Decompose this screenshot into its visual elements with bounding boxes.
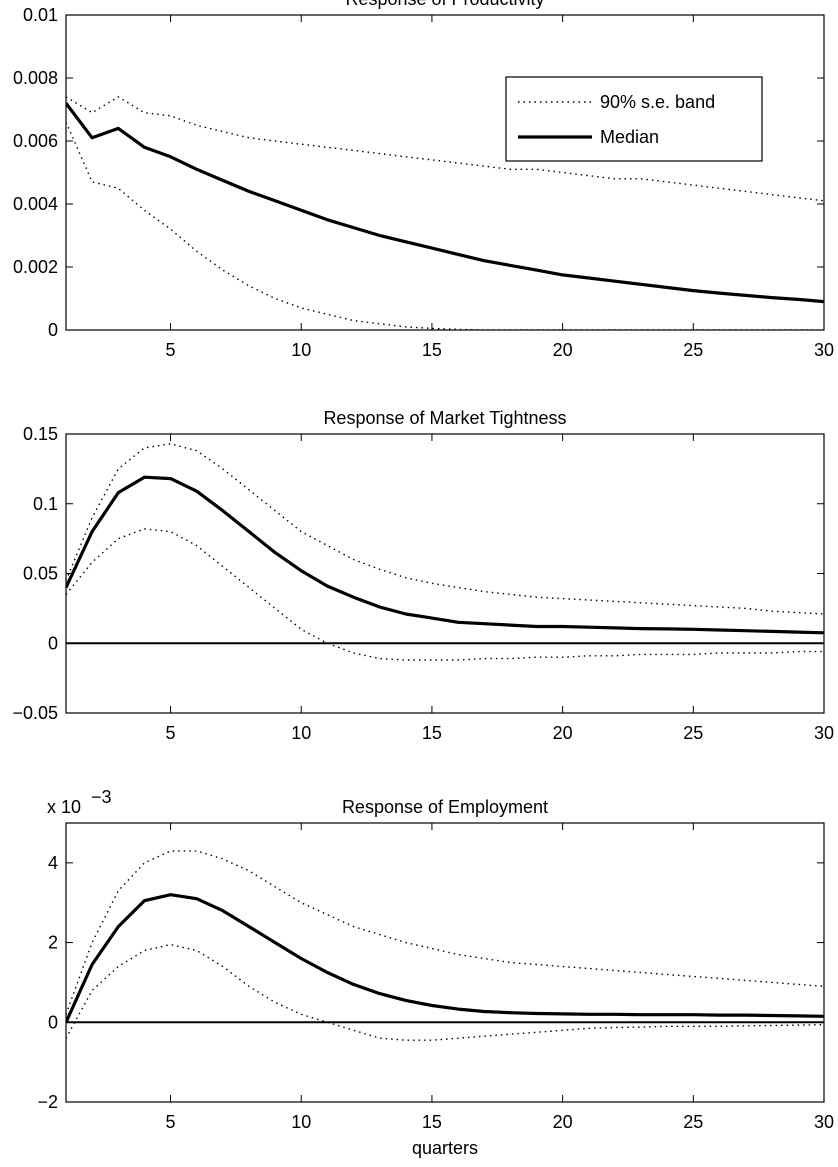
band-lower-line bbox=[66, 121, 824, 330]
x-tick-label: 15 bbox=[422, 723, 442, 743]
axes-box bbox=[65, 822, 825, 1103]
x-tick-label: 10 bbox=[291, 340, 311, 360]
x-tick-label: 25 bbox=[683, 723, 703, 743]
x-tick-label: 30 bbox=[814, 340, 834, 360]
y-tick-label: 0.002 bbox=[13, 257, 58, 277]
y-tick-label: −0.05 bbox=[12, 703, 58, 723]
median-line bbox=[66, 475, 824, 635]
band-lower-line bbox=[66, 943, 824, 1041]
x-tick-label: 5 bbox=[166, 1112, 176, 1132]
legend: 90% s.e. band Median bbox=[505, 76, 763, 162]
y-exponent-label: x 10 bbox=[47, 797, 81, 817]
series-group bbox=[66, 850, 824, 1041]
y-exponent-power: −3 bbox=[91, 787, 112, 807]
y-tick-label: 0.05 bbox=[23, 564, 58, 584]
x-tick-label: 25 bbox=[683, 340, 703, 360]
x-axis-label: quarters bbox=[412, 1138, 478, 1158]
y-tick-label: 4 bbox=[48, 853, 58, 873]
x-tick-label: 20 bbox=[553, 1112, 573, 1132]
y-tick-label: 0.1 bbox=[33, 494, 58, 514]
y-tick-label: −2 bbox=[37, 1092, 58, 1112]
median-line bbox=[66, 102, 824, 304]
x-tick-label: 5 bbox=[166, 340, 176, 360]
chart-title: Response of Employment bbox=[342, 797, 548, 817]
y-tick-label: 2 bbox=[48, 933, 58, 953]
chart-title: Response of Productivity bbox=[345, 0, 544, 9]
band-upper-line bbox=[66, 443, 824, 615]
y-tick-label: 0.006 bbox=[13, 131, 58, 151]
x-tick-label: 20 bbox=[553, 723, 573, 743]
x-tick-label: 30 bbox=[814, 723, 834, 743]
axes-box bbox=[65, 14, 825, 331]
x-tick-label: 10 bbox=[291, 723, 311, 743]
y-tick-label: 0 bbox=[48, 320, 58, 340]
series-group bbox=[66, 443, 824, 661]
x-tick-label: 25 bbox=[683, 1112, 703, 1132]
y-tick-label: 0.004 bbox=[13, 194, 58, 214]
band-upper-line bbox=[66, 850, 824, 1015]
x-tick-label: 15 bbox=[422, 1112, 442, 1132]
y-tick-label: 0 bbox=[48, 633, 58, 653]
y-tick-label: 0.15 bbox=[23, 424, 58, 444]
median-line bbox=[66, 893, 824, 1023]
band-upper-line bbox=[66, 96, 824, 202]
axes-box bbox=[65, 433, 825, 714]
x-tick-label: 30 bbox=[814, 1112, 834, 1132]
x-tick-label: 20 bbox=[553, 340, 573, 360]
legend-label-band: 90% s.e. band bbox=[600, 92, 715, 112]
legend-label-median: Median bbox=[600, 127, 659, 147]
series-group bbox=[66, 96, 824, 330]
y-tick-label: 0.008 bbox=[13, 68, 58, 88]
y-tick-label: 0.01 bbox=[23, 5, 58, 25]
y-tick-label: 0 bbox=[48, 1012, 58, 1032]
chart-title: Response of Market Tightness bbox=[323, 408, 566, 428]
legend-box bbox=[505, 76, 763, 162]
panel-1: Response of Productivity 5 10 15 20 25 30 0 0.00… bbox=[13, 0, 834, 360]
x-tick-label: 5 bbox=[166, 723, 176, 743]
x-tick-label: 10 bbox=[291, 1112, 311, 1132]
band-lower-line bbox=[66, 528, 824, 661]
panel-2: Response of Market Tightness 5 10 15 20 25 30 −… bbox=[12, 408, 834, 743]
x-tick-label: 15 bbox=[422, 340, 442, 360]
panel-3: Response of Employment 5 10 15 20 25 30 −2 0 2 4 x … bbox=[37, 787, 834, 1158]
